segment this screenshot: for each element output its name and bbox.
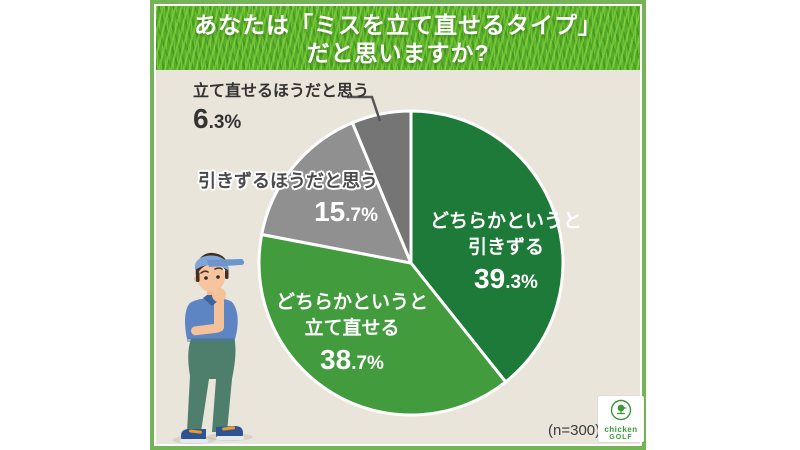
brand-logo-text: chicken <box>604 425 638 434</box>
slice-label-text: どちらかというと 立て直せる <box>242 290 462 341</box>
leader-line <box>347 95 382 122</box>
pie-slice <box>409 109 565 384</box>
slice-percent: 15.7% <box>314 195 378 227</box>
page-title: あなたは「ミスを立て直せるタイプ」 だと思いますか? <box>156 6 640 67</box>
grass-header: あなたは「ミスを立て直せるタイプ」 だと思いますか? <box>156 6 640 70</box>
pie-chart <box>257 95 565 417</box>
slice-label-rather-recover: どちらかというと 立て直せる 38.7% <box>242 290 462 374</box>
slice-label-line: 立て直せる <box>304 317 400 339</box>
title-line-2: だと思いますか? <box>306 40 490 66</box>
slice-label-recover-type: 立て直せるほうだと思う 6.3% <box>193 82 369 133</box>
slice-percent: 38.7% <box>320 344 384 376</box>
brand-logo-text-2: GOLF <box>609 434 633 441</box>
slice-label-text: どちらかというと 引きずる <box>396 209 616 260</box>
pie-slice <box>257 233 508 417</box>
survey-card: あなたは「ミスを立て直せるタイプ」 だと思いますか? 立て直せるほうだと思う 6… <box>150 0 646 450</box>
sample-size-note: (n=300) <box>548 422 601 439</box>
slice-label-text: 立て直せるほうだと思う <box>193 83 370 100</box>
slice-label-rather-dwell: どちらかというと 引きずる 39.3% <box>396 209 616 293</box>
pie-slice <box>260 121 413 265</box>
brand-logo: chicken GOLF <box>598 396 644 442</box>
chick-golf-icon <box>610 399 632 421</box>
slice-label-line: どちらかというと <box>429 211 582 232</box>
slice-label-text: 引きずるほうだと思う <box>198 171 378 191</box>
thinking-man-illustration <box>172 252 253 444</box>
slice-label-dwell-type: 引きずるほうだと思う 15.7% <box>198 171 378 226</box>
title-line-1: あなたは「ミスを立て直せるタイプ」 <box>194 12 602 38</box>
slice-label-line: 引きずる <box>467 236 544 258</box>
slice-percent: 6.3% <box>193 103 242 135</box>
pie-slice <box>350 109 413 265</box>
slice-label-line: どちらかというと <box>275 292 428 313</box>
slice-percent: 39.3% <box>474 263 538 295</box>
